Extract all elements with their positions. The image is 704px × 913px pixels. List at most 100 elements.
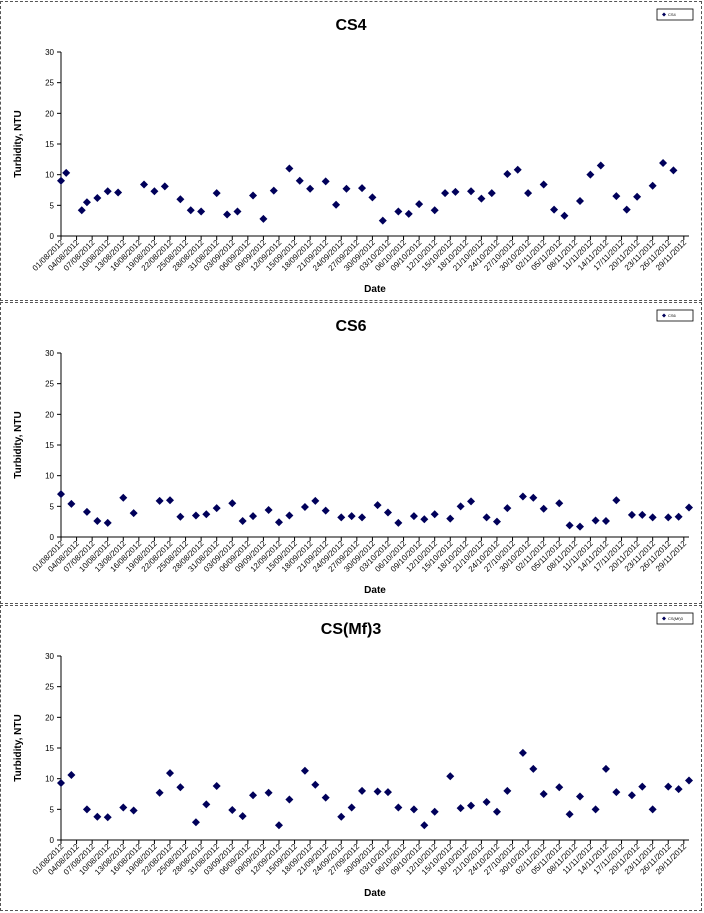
y-tick-label: 5 — [50, 201, 55, 210]
y-tick-label: 0 — [50, 232, 55, 241]
data-point — [358, 513, 367, 522]
legend-label: CS6 — [668, 313, 677, 318]
data-point — [191, 511, 200, 520]
data-point — [627, 791, 636, 800]
data-point — [160, 182, 169, 191]
legend-marker — [662, 12, 666, 17]
data-point — [394, 207, 403, 216]
y-axis-label: Turbidity, NTU — [13, 714, 24, 781]
data-point — [249, 191, 258, 200]
data-point — [114, 188, 123, 197]
y-tick-label: 15 — [45, 140, 54, 149]
y-tick-label: 25 — [45, 79, 54, 88]
data-point — [550, 205, 559, 214]
data-point — [269, 186, 278, 195]
data-point — [165, 496, 174, 505]
data-point — [82, 805, 91, 814]
data-point — [306, 184, 315, 193]
x-axis-label: Date — [364, 585, 386, 596]
data-point — [685, 776, 693, 785]
data-point — [176, 512, 185, 521]
legend: CS6 — [656, 309, 694, 322]
y-axis-label: Turbidity, NTU — [13, 411, 24, 478]
data-point — [404, 209, 413, 218]
data-point — [441, 189, 450, 198]
data-point — [202, 510, 211, 519]
data-point — [238, 517, 247, 526]
data-point — [555, 783, 564, 792]
y-tick-label: 20 — [45, 109, 54, 118]
data-point — [119, 493, 128, 502]
data-point — [467, 187, 476, 196]
data-point — [342, 184, 351, 193]
data-point — [467, 497, 476, 506]
data-point — [394, 803, 403, 812]
data-point — [212, 782, 221, 791]
data-point — [409, 512, 418, 521]
data-point — [103, 518, 112, 527]
y-tick-label: 20 — [45, 410, 54, 419]
data-point — [648, 805, 657, 814]
data-point — [103, 187, 112, 196]
chart-title: CS6 — [335, 318, 366, 335]
data-point — [612, 788, 621, 797]
data-point — [420, 821, 429, 830]
data-point — [238, 812, 247, 821]
data-point — [119, 803, 128, 812]
data-point — [482, 513, 491, 522]
data-point — [492, 517, 501, 526]
y-tick-label: 10 — [45, 472, 54, 481]
data-point — [93, 193, 102, 202]
data-point — [659, 159, 668, 168]
data-point — [482, 797, 491, 806]
data-point — [518, 492, 527, 501]
data-point — [430, 206, 439, 215]
data-point — [409, 805, 418, 814]
data-point — [82, 507, 91, 516]
data-point — [77, 206, 86, 215]
data-point — [311, 780, 320, 789]
data-point — [612, 192, 621, 201]
data-point — [373, 787, 382, 796]
data-point — [155, 496, 164, 505]
data-point — [337, 513, 346, 522]
y-tick-label: 15 — [45, 441, 54, 450]
data-point — [67, 770, 76, 779]
data-point — [664, 513, 673, 522]
legend-label: CS(Mf)3 — [668, 616, 684, 621]
chart-title: CS4 — [335, 17, 366, 34]
data-point — [176, 195, 185, 204]
data-point — [186, 206, 195, 215]
data-point — [321, 506, 330, 515]
y-tick-label: 25 — [45, 683, 54, 692]
chart-cs6: CS6CS605101520253001/08/201204/08/201207… — [13, 309, 694, 596]
y-tick-label: 20 — [45, 713, 54, 722]
legend-marker — [662, 313, 666, 318]
data-point — [93, 517, 102, 526]
data-point — [591, 516, 600, 525]
data-point — [524, 189, 533, 198]
x-axis-label: Date — [364, 888, 386, 899]
data-point — [451, 187, 460, 196]
data-point — [223, 210, 232, 219]
data-point — [150, 187, 159, 196]
data-point — [233, 207, 242, 216]
data-point — [378, 216, 387, 225]
data-point — [456, 502, 465, 511]
data-point — [129, 509, 138, 518]
legend: CS(Mf)3 — [656, 612, 694, 625]
y-tick-label: 5 — [50, 502, 55, 511]
data-point — [622, 205, 631, 214]
data-point — [467, 801, 476, 810]
data-point — [674, 512, 683, 521]
data-point — [285, 164, 294, 173]
chart-panel-csmf3: CS(Mf)3 CS(Mf)3 0 5 10 15 20 25 30 01/08/2012 04/0… — [0, 605, 702, 911]
data-point — [176, 783, 185, 792]
data-point — [197, 207, 206, 216]
data-point — [648, 513, 657, 522]
data-point — [82, 198, 91, 207]
data-point — [191, 818, 200, 827]
data-point — [285, 511, 294, 520]
data-point — [669, 166, 678, 175]
chart-panel-cs4: CS4 CS4 0 5 10 15 20 25 30 01/08/2012 04/08/2012 07… — [0, 1, 702, 301]
